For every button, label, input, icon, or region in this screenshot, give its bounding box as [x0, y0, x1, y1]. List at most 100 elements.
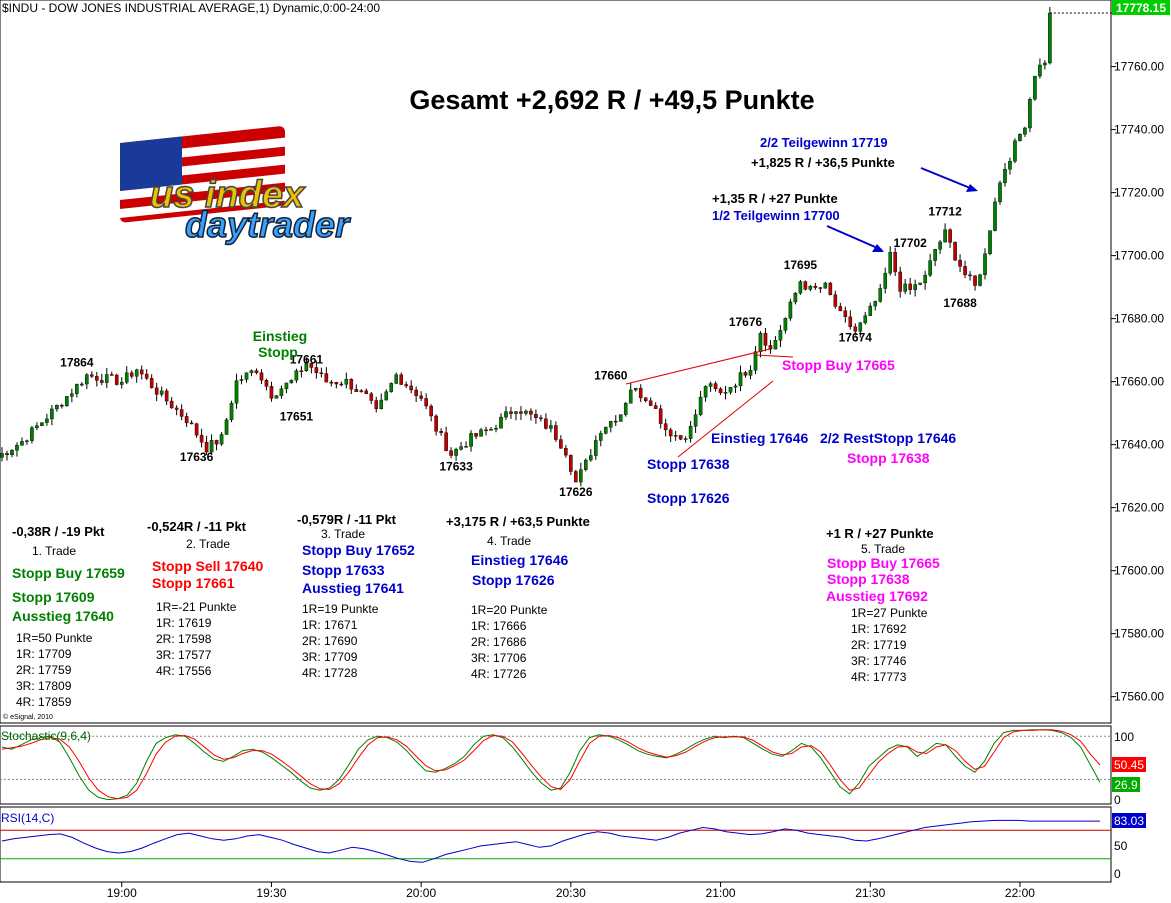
candle-body	[269, 386, 274, 399]
candle-body	[594, 440, 598, 456]
candle-body	[544, 418, 548, 429]
candle-body	[963, 266, 967, 276]
rsi-value: 83.03	[1114, 814, 1144, 828]
candle-body	[104, 374, 109, 383]
candle-body	[90, 374, 94, 377]
candle-body	[304, 363, 309, 371]
candle-body	[1033, 75, 1037, 100]
candle-body	[888, 252, 893, 274]
chart-text-stopp-17626: Stopp 17626	[647, 490, 730, 506]
trade-name: 5. Trade	[861, 542, 905, 556]
candle-body	[414, 389, 418, 397]
candle-body	[783, 318, 788, 331]
candle-body	[554, 425, 558, 440]
chart-text-stopp-buy-17665: Stopp Buy 17665	[782, 357, 895, 373]
candle-body	[529, 410, 533, 415]
candle-body	[758, 332, 763, 352]
candle-body	[204, 441, 209, 453]
peak-label: 17651	[280, 409, 314, 423]
time-tick-label: 21:30	[855, 886, 885, 900]
candle-body	[519, 411, 523, 414]
candle-body	[574, 471, 578, 483]
trade-r: 1R=19 Punkte	[302, 602, 379, 616]
candle-body	[189, 422, 194, 425]
candle-body	[838, 306, 843, 311]
candle-body	[489, 428, 493, 431]
peak-label: 17674	[839, 331, 873, 345]
candle-body	[229, 402, 234, 420]
candle-body	[444, 432, 448, 451]
rsi-line	[1, 819, 1100, 863]
candlestick-series	[0, 6, 1120, 487]
rsi-tick: 0	[1114, 867, 1121, 881]
candle-body	[638, 387, 643, 399]
candle-body	[199, 434, 204, 443]
candle-body	[409, 385, 413, 391]
chart-text-tg1-r: +1,35 R / +27 Punkte	[712, 191, 838, 206]
trade-level: 2R: 17759	[16, 663, 72, 677]
candle-body	[853, 326, 858, 332]
trade-result: +3,175 R / +63,5 Punkte	[446, 514, 590, 529]
peak-label: 17661	[290, 353, 324, 367]
candle-body	[743, 372, 748, 376]
candle-body	[858, 322, 863, 332]
candle-body	[828, 282, 833, 295]
price-tick-label: 17700.00	[1114, 249, 1164, 263]
candle-body	[75, 383, 79, 394]
candle-body	[683, 438, 688, 440]
candle-body	[648, 400, 653, 406]
trade-order: Stopp 17661	[152, 575, 235, 591]
peak-label: 17676	[729, 315, 763, 329]
candle-body	[628, 389, 633, 404]
candle-body	[219, 434, 224, 445]
triangle-upper-line	[625, 348, 771, 385]
candle-body	[70, 393, 74, 397]
trade-order: Einstieg 17646	[471, 552, 568, 568]
candle-body	[983, 253, 987, 276]
candle-body	[868, 305, 873, 316]
trade-level: 1R: 17692	[851, 622, 907, 636]
candle-body	[928, 260, 932, 276]
candle-body	[564, 448, 568, 456]
candle-body	[778, 330, 783, 341]
candle-body	[364, 390, 369, 394]
triangle-lower-line	[677, 380, 774, 458]
candle-body	[678, 435, 683, 440]
candle-body	[733, 385, 738, 388]
candle-body	[504, 411, 508, 418]
candle-body	[144, 373, 149, 379]
candle-body	[394, 374, 399, 384]
candle-body	[339, 383, 344, 386]
time-tick-label: 21:00	[706, 886, 736, 900]
trade-block-5: +1 R / +27 Punkte 5. Trade Stopp Buy 176…	[826, 526, 940, 684]
candle-body	[923, 274, 927, 284]
candle-body	[129, 372, 134, 377]
price-tick-label: 17620.00	[1114, 501, 1164, 515]
candle-body	[1043, 62, 1047, 66]
candle-body	[134, 369, 139, 377]
candle-body	[344, 378, 349, 385]
candle-body	[998, 182, 1002, 203]
candle-body	[918, 282, 922, 285]
candle-body	[863, 315, 868, 324]
candle-body	[978, 274, 982, 286]
candle-body	[114, 374, 119, 385]
candle-body	[349, 378, 354, 390]
candle-body	[264, 380, 269, 387]
trade-name: 2. Trade	[186, 537, 230, 551]
candle-body	[15, 444, 19, 451]
peak-label: 17633	[439, 460, 473, 474]
window-title: $INDU - DOW JONES INDUSTRIAL AVERAGE,1) …	[2, 1, 380, 15]
candle-body	[618, 414, 623, 422]
candle-body	[643, 397, 648, 401]
candle-body	[708, 383, 713, 387]
candle-body	[369, 393, 374, 401]
candle-body	[788, 301, 793, 319]
candle-body	[224, 419, 229, 435]
time-axis: 19:00 19:30 20:00 20:30 21:00 21:30 22:00	[107, 882, 1035, 900]
price-panel	[0, 0, 1112, 724]
arrow-line-2	[920, 167, 976, 191]
candle-body	[284, 382, 289, 390]
candle-body	[813, 286, 818, 288]
stoch-tick: 100	[1114, 730, 1134, 744]
